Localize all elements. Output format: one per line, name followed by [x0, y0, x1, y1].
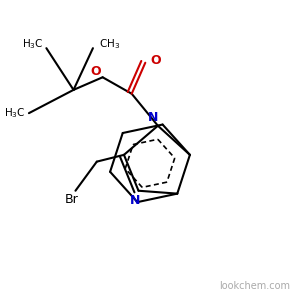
- Text: H$_3$C: H$_3$C: [22, 38, 44, 51]
- Text: Br: Br: [65, 193, 79, 206]
- Text: lookchem.com: lookchem.com: [219, 280, 290, 291]
- Text: O: O: [91, 65, 101, 78]
- Text: O: O: [151, 54, 161, 67]
- Text: H$_3$C: H$_3$C: [4, 106, 26, 120]
- Text: CH$_3$: CH$_3$: [99, 38, 120, 51]
- Text: N: N: [129, 194, 140, 207]
- Text: N: N: [148, 112, 158, 124]
